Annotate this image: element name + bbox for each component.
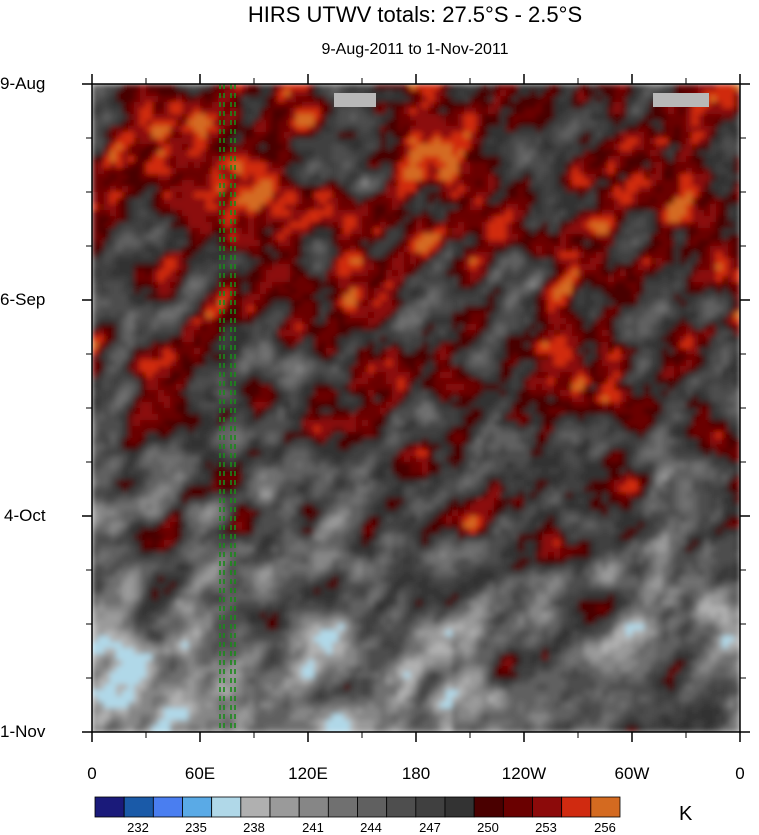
colorbar-tick-label: 232 <box>118 820 158 835</box>
x-tick-label: 0 <box>62 764 122 784</box>
colorbar-tick-label: 256 <box>585 820 625 835</box>
colorbar-swatch <box>153 797 182 817</box>
x-tick-label: 180 <box>386 764 446 784</box>
colorbar-swatch <box>387 797 416 817</box>
colorbar-swatch <box>416 797 445 817</box>
y-tick-label: 4-Oct <box>4 506 46 526</box>
colorbar-tick-label: 238 <box>234 820 274 835</box>
y-tick-label: 6-Sep <box>0 290 45 310</box>
colorbar-tick-label: 253 <box>526 820 566 835</box>
colorbar-tick-label: 247 <box>410 820 450 835</box>
x-tick-label: 60E <box>170 764 230 784</box>
colorbar-swatch <box>474 797 503 817</box>
colorbar-swatch <box>241 797 270 817</box>
missing-data-patch <box>334 93 376 107</box>
x-tick-label: 120W <box>494 764 554 784</box>
colorbar-tick-label: 241 <box>293 820 333 835</box>
x-tick-label: 0 <box>710 764 759 784</box>
colorbar-swatch <box>124 797 153 817</box>
y-tick-label: 9-Aug <box>0 74 45 94</box>
x-tick-label: 60W <box>602 764 662 784</box>
colorbar-swatch <box>183 797 212 817</box>
data-field <box>92 84 741 733</box>
colorbar-swatch <box>328 797 357 817</box>
colorbar-swatch <box>503 797 532 817</box>
x-tick-label: 120E <box>278 764 338 784</box>
colorbar-tick-label: 235 <box>176 820 216 835</box>
colorbar-swatch <box>270 797 299 817</box>
colorbar-tick-label: 244 <box>351 820 391 835</box>
colorbar-tick-label: 250 <box>468 820 508 835</box>
colorbar-swatch <box>358 797 387 817</box>
colorbar-swatch <box>591 797 620 817</box>
colorbar-swatch <box>212 797 241 817</box>
colorbar-swatch <box>533 797 562 817</box>
missing-data-patch <box>653 93 709 107</box>
colorbar <box>95 797 620 817</box>
y-tick-label: 1-Nov <box>0 722 45 742</box>
colorbar-swatch <box>95 797 124 817</box>
colorbar-swatch <box>299 797 328 817</box>
colorbar-unit: K <box>679 803 692 826</box>
colorbar-swatch <box>445 797 474 817</box>
colorbar-swatch <box>562 797 591 817</box>
